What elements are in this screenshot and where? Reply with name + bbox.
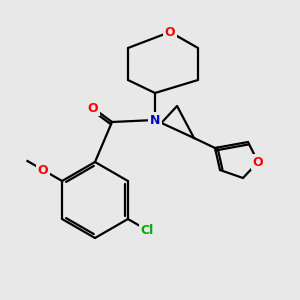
Text: O: O [88,101,98,115]
Text: N: N [150,113,160,127]
Text: O: O [253,155,263,169]
Text: Cl: Cl [140,224,154,236]
Text: O: O [165,26,175,38]
Text: O: O [38,164,48,176]
